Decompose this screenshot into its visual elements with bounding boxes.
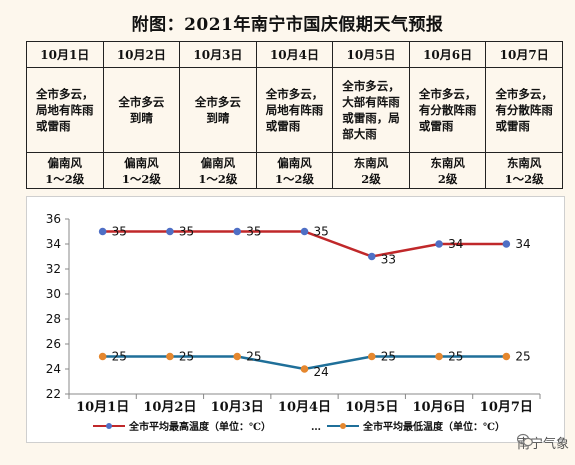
data-point [435,352,443,361]
y-tick-label: 36 [46,212,61,226]
forecast-table: 10月1日 10月2日 10月3日 10月4日 10月5日 10月6日 10月7… [26,41,563,189]
x-tick-label: 10月1日 [76,400,129,415]
weather-cell: 全市多云， 有分散阵雨 或雷雨 [408,67,487,153]
wind-cell: 东南风 2级 [332,152,410,189]
data-point [502,240,511,248]
data-point [300,227,309,236]
legend-marker-low [340,423,346,429]
data-point [435,240,443,248]
y-tick-label: 32 [46,262,61,276]
weather-cell: 全市多云 到晴 [102,67,181,153]
temperature-chart-svg: 22 24 26 28 30 32 34 36 10月1日 10月2日 10月3日 10月4日 10月5… [46,212,541,433]
data-label: 34 [515,237,530,251]
x-tick-label: 10月3日 [211,400,264,415]
date-row: 10月1日 10月2日 10月3日 10月4日 10月5日 10月6日 10月7… [26,41,563,68]
data-label: 34 [448,237,463,251]
weather-cell: 全市多云， 有分散阵雨 或雷雨 [485,67,563,153]
data-point [300,365,309,373]
date-cell: 10月6日 [408,41,487,68]
data-label: 35 [112,225,127,239]
data-label: 24 [314,365,329,379]
data-label: 25 [381,350,396,364]
data-label: 35 [179,225,194,239]
weather-cell: 全市多云 到晴 [179,67,257,153]
data-point [233,352,242,361]
y-tick-label: 30 [46,287,61,301]
x-tick-label: 10月4日 [278,400,331,415]
data-point [367,252,376,261]
data-label: 25 [246,350,261,364]
watermark: 南宁气象 [516,433,569,452]
x-tick-label: 10月7日 [480,400,533,415]
legend-marker-high [106,423,112,429]
data-label: 25 [448,350,463,364]
x-tick-label: 10月6日 [413,400,466,415]
wind-row: 偏南风 1～2级 偏南风 1～2级 偏南风 1～2级 偏南风 1～2级 东南风 2级 东南… [26,152,563,189]
wind-cell: 偏南风 1～2级 [26,152,104,189]
x-tick-label: 10月5日 [345,400,398,415]
data-label: 35 [246,225,261,239]
data-label: 25 [179,350,194,364]
data-point [233,227,242,236]
wechat-icon [516,433,533,447]
y-tick-label: 26 [46,337,61,351]
weather-cell: 全市多云， 局地有阵雨 或雷雨 [255,67,334,153]
data-label: 25 [112,350,127,364]
weather-cell: 全市多云， 大部有阵雨 或雷雨，局 部大雨 [332,67,410,153]
y-tick-label: 24 [46,362,61,376]
y-tick-label: 34 [46,237,61,251]
page-title: 附图：2021年南宁市国庆假期天气预报 [131,15,444,35]
data-label: 25 [515,350,530,364]
date-cell: 10月4日 [255,41,334,68]
y-tick-label: 28 [46,312,61,326]
temperature-chart: 22 24 26 28 30 32 34 36 10月1日 10月2日 10月3日 10月4日 10月5… [26,196,565,443]
date-cell: 10月5日 [332,41,410,68]
wind-cell: 偏南风 1～2级 [179,152,257,189]
weather-cell: 全市多云， 局地有阵雨 或雷雨 [26,67,104,153]
data-point [502,352,511,361]
wind-cell: 偏南风 1～2级 [102,152,181,189]
data-label: 35 [314,225,329,239]
legend-label-high: 全市平均最高温度（单位：℃） [128,420,271,433]
date-cell: 10月1日 [26,41,104,68]
legend-separator: … [311,422,321,433]
legend-label-low: 全市平均最低温度（单位：℃） [362,420,505,433]
date-cell: 10月3日 [179,41,257,68]
date-cell: 10月2日 [102,41,181,68]
wind-cell: 东南风 2级 [408,152,487,189]
data-point [166,227,174,236]
data-label: 33 [381,253,396,267]
date-cell: 10月7日 [485,41,563,68]
data-point [166,352,174,361]
y-tick-label: 22 [46,387,61,401]
data-point [367,352,376,361]
data-point [98,352,107,361]
weather-row: 全市多云， 局地有阵雨 或雷雨 全市多云 到晴 全市多云 到晴 全市多云， 局地有阵雨 或雷… [26,67,563,153]
data-point [98,227,107,236]
wind-cell: 东南风 1～2级 [485,152,563,189]
wind-cell: 偏南风 1～2级 [255,152,334,189]
x-tick-label: 10月2日 [143,400,196,415]
